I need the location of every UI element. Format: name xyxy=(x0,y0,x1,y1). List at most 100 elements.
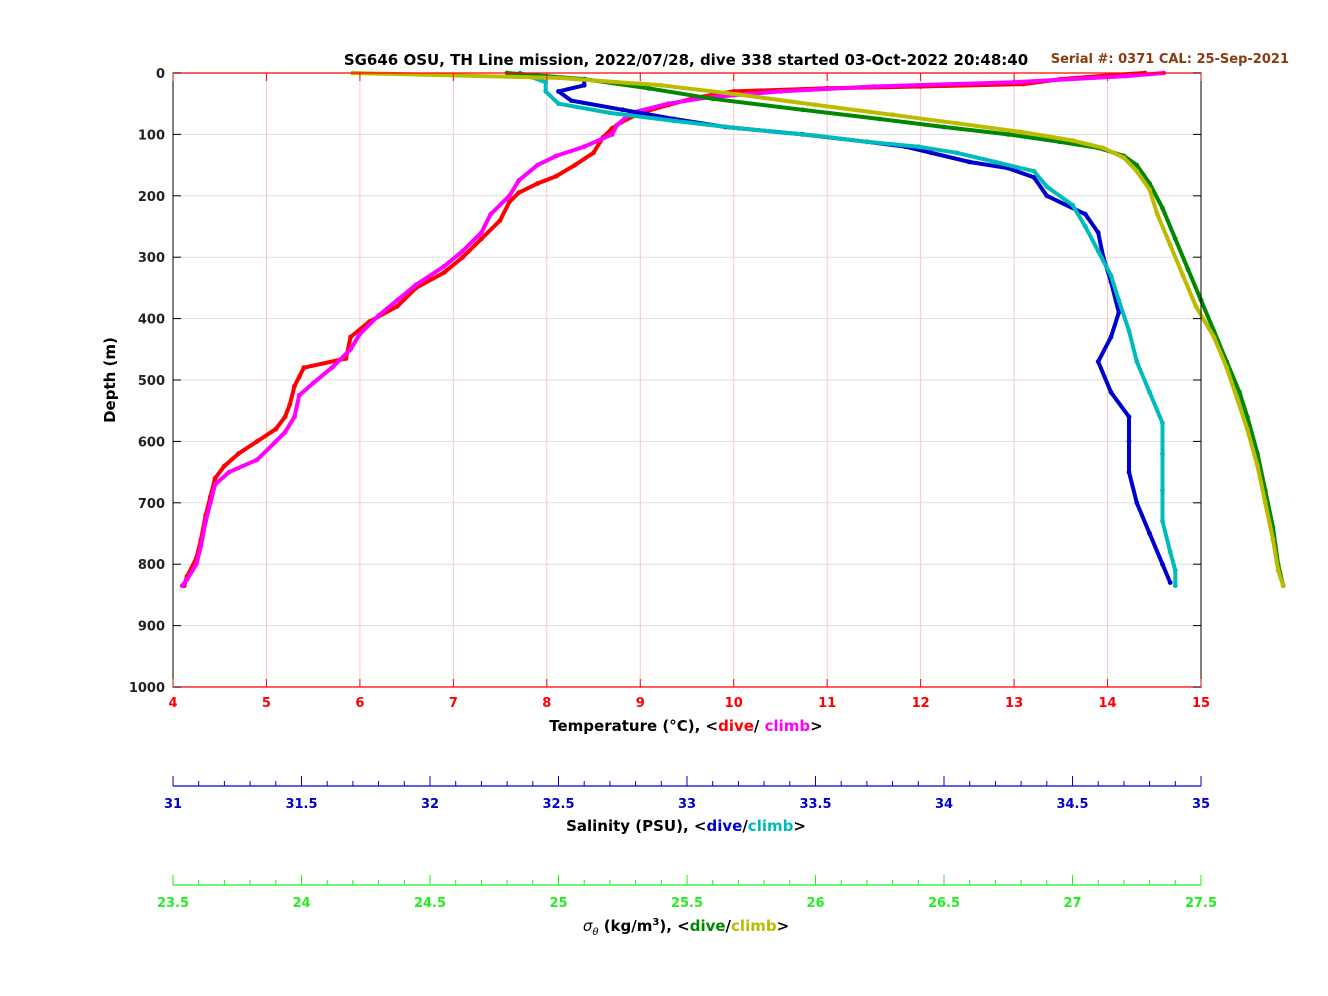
temperature-climb-point xyxy=(609,132,615,137)
temperature-tick-label: 10 xyxy=(725,696,743,711)
salinity-climb-point xyxy=(1172,567,1178,573)
salinity-dive-point xyxy=(1167,580,1173,585)
y-tick-label: 900 xyxy=(138,620,165,635)
salinity-dive-point xyxy=(568,98,574,103)
sigma-climb-point xyxy=(1211,334,1217,340)
salinity-dive-series xyxy=(556,76,1173,585)
temperature-climb-point xyxy=(1011,79,1017,85)
salinity-dive-point xyxy=(1108,389,1114,395)
salinity-dive-point xyxy=(1147,531,1152,536)
temperature-climb-point xyxy=(282,429,288,435)
sigma-tick-label: 23.5 xyxy=(157,896,189,911)
temperature-dive-point xyxy=(236,451,241,457)
salinity-climb-point xyxy=(1160,488,1165,493)
temperature-climb-point xyxy=(348,346,353,352)
temperature-tick-label: 9 xyxy=(636,696,645,711)
sigma-climb-point xyxy=(1154,211,1160,217)
temperature-climb-point xyxy=(357,331,363,337)
sigma-tick-label: 26 xyxy=(806,896,824,911)
salinity-climb-point xyxy=(1082,224,1088,229)
temperature-tick-label: 12 xyxy=(912,696,930,711)
salinity-dive-point xyxy=(1108,334,1114,340)
salinity-dive-point xyxy=(1126,469,1132,475)
salinity-climb-point xyxy=(543,89,549,94)
salinity-climb-point xyxy=(1116,297,1122,303)
sigma-dive-point xyxy=(1005,132,1011,137)
temperature-dive-point xyxy=(516,190,522,196)
temperature-dive-line xyxy=(182,71,1147,588)
sigma-climb-point xyxy=(1180,273,1186,278)
temperature-climb-point xyxy=(329,365,335,371)
temperature-climb-point xyxy=(376,313,381,318)
y-tick-label: 400 xyxy=(138,313,165,328)
temperature-tick-label: 8 xyxy=(542,696,551,711)
salinity-climb-point xyxy=(1126,328,1132,334)
temperature-tick-label: 14 xyxy=(1098,696,1116,711)
salinity-tick-label: 32 xyxy=(421,797,439,812)
temperature-tick-label: 15 xyxy=(1192,696,1210,711)
serial-note: Serial #: 0371 CAL: 25-Sep-2021 xyxy=(1051,52,1289,67)
salinity-climb-point xyxy=(864,139,870,145)
salinity-dive-point xyxy=(928,150,934,156)
sigma-dive-point xyxy=(1244,414,1250,420)
temperature-dive-point xyxy=(273,426,279,432)
temperature-axis-label: Temperature (°C), <dive/ climb> xyxy=(549,717,823,735)
salinity-climb-point xyxy=(1070,202,1075,208)
temperature-climb-point xyxy=(614,122,620,128)
salinity-tick-label: 34 xyxy=(935,797,953,812)
temperature-climb-point xyxy=(254,457,260,463)
salinity-dive-point xyxy=(1095,359,1101,364)
temperature-dive-point xyxy=(222,463,227,469)
y-tick-label: 1000 xyxy=(129,681,165,696)
salinity-climb-point xyxy=(1147,389,1152,395)
salinity-dive-point xyxy=(1126,439,1132,444)
sigma-dive-point xyxy=(1237,389,1242,395)
temperature-climb-point xyxy=(553,153,559,159)
sigma-tick-label: 27 xyxy=(1063,896,1081,911)
salinity-dive-point xyxy=(1134,500,1140,506)
temperature-dive-point xyxy=(282,414,288,420)
sigma-tick-label: 26.5 xyxy=(928,896,960,911)
temperature-climb-line xyxy=(180,71,1166,588)
salinity-axis-label: Salinity (PSU), <dive/climb> xyxy=(566,817,806,835)
temperature-tick-label: 7 xyxy=(449,696,458,711)
sigma-climb-point xyxy=(1070,138,1075,143)
salinity-dive-point xyxy=(1031,175,1037,180)
temperature-dive-point xyxy=(479,236,484,242)
sigma-climb-point xyxy=(954,120,960,126)
salinity-climb-point xyxy=(1095,248,1101,254)
temperature-climb-point xyxy=(203,518,209,524)
salinity-climb-point xyxy=(1160,451,1165,457)
y-tick-label: 100 xyxy=(138,128,165,143)
salinity-climb-point xyxy=(954,150,960,156)
temperature-dive-point xyxy=(507,199,512,205)
sigma-dive-point xyxy=(941,124,947,130)
data-series xyxy=(179,70,1286,589)
temperature-climb-point xyxy=(507,193,512,199)
temperature-dive-point xyxy=(535,181,540,186)
salinity-dive-point xyxy=(967,159,973,165)
temperature-climb-point xyxy=(1123,73,1129,79)
salinity-tick-label: 33 xyxy=(678,797,696,812)
temperature-climb-point xyxy=(184,577,190,582)
salinity-climb-point xyxy=(1134,359,1140,364)
temperature-climb-point xyxy=(292,414,297,420)
sigma-tick-label: 25.5 xyxy=(671,896,703,911)
temperature-climb-point xyxy=(871,84,877,89)
temperature-climb-point xyxy=(194,561,199,567)
salinity-climb-point xyxy=(1160,518,1165,524)
salinity-climb-point xyxy=(915,144,921,150)
temperature-dive-point xyxy=(296,374,302,380)
y-tick-label: 700 xyxy=(138,497,165,512)
y-tick-label: 300 xyxy=(138,251,165,266)
salinity-climb-point xyxy=(556,101,561,107)
temperature-dive-point xyxy=(301,365,307,371)
sigma-dive-point xyxy=(877,116,883,122)
salinity-climb-point xyxy=(813,133,818,139)
salinity-climb-point xyxy=(1108,273,1114,278)
salinity-dive-point xyxy=(1160,561,1165,567)
temperature-climb-point xyxy=(665,101,671,107)
temperature-climb-point xyxy=(394,297,400,303)
temperature-climb-point xyxy=(179,583,185,589)
